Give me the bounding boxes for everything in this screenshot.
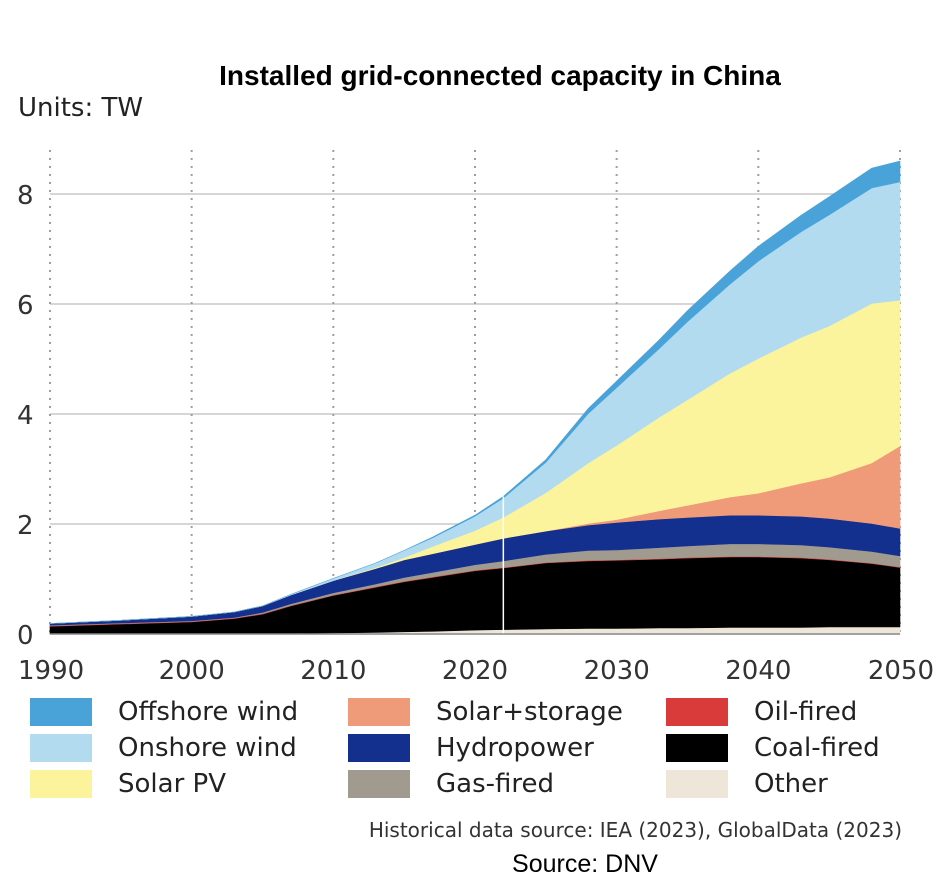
legend-label: Offshore wind [118,697,299,727]
y-tick-label: 6 [17,291,34,321]
legend-swatch [348,770,410,798]
legend-swatch [30,734,92,762]
x-tick-label: 2020 [442,656,508,686]
legend-swatch [30,698,92,726]
x-tick-label: 1990 [18,656,84,686]
chart-title: Installed grid-connected capacity in Chi… [219,60,781,91]
units-label: Units: TW [18,93,144,123]
legend-swatch [30,770,92,798]
legend-label: Solar PV [118,769,226,799]
legend-item-solar-pv: Solar PV [30,769,348,799]
legend-label: Hydropower [436,733,594,763]
x-tick-label: 2050 [868,656,934,686]
legend-label: Other [754,769,828,799]
legend-swatch [666,770,728,798]
x-tick-label: 2000 [159,656,225,686]
x-tick-label: 2040 [725,656,791,686]
legend-item-offshore-wind: Offshore wind [30,697,348,727]
y-tick-label: 4 [17,401,34,431]
legend-label: Onshore wind [118,733,297,763]
legend-label: Gas-fired [436,769,555,799]
legend-item-gas-fired: Gas-fired [348,769,666,799]
stacked-area-chart: 0 2 4 6 8 1990 2000 2010 2020 2030 2040 2050 [17,150,934,686]
y-tick-label: 0 [17,621,34,651]
x-tick-label: 2010 [300,656,366,686]
source-label: Source: DNV [512,850,658,878]
legend-swatch [666,734,728,762]
legend-item-onshore-wind: Onshore wind [30,733,348,763]
legend: Offshore wind Solar+storage Oil-fired On… [30,697,930,799]
legend-label: Coal-fired [754,733,880,763]
area-offshore-wind [49,160,901,624]
historical-data-note: Historical data source: IEA (2023), Glob… [368,818,902,842]
y-tick-label: 2 [17,511,34,541]
legend-swatch [666,698,728,726]
legend-item-oil-fired: Oil-fired [666,697,930,727]
legend-item-solar-storage: Solar+storage [348,697,666,727]
legend-swatch [348,698,410,726]
x-tick-label: 2030 [584,656,650,686]
legend-label: Solar+storage [436,697,623,727]
legend-swatch [348,734,410,762]
legend-item-hydropower: Hydropower [348,733,666,763]
y-tick-label: 8 [17,181,34,211]
legend-item-other: Other [666,769,930,799]
legend-label: Oil-fired [754,697,858,727]
legend-item-coal-fired: Coal-fired [666,733,930,763]
